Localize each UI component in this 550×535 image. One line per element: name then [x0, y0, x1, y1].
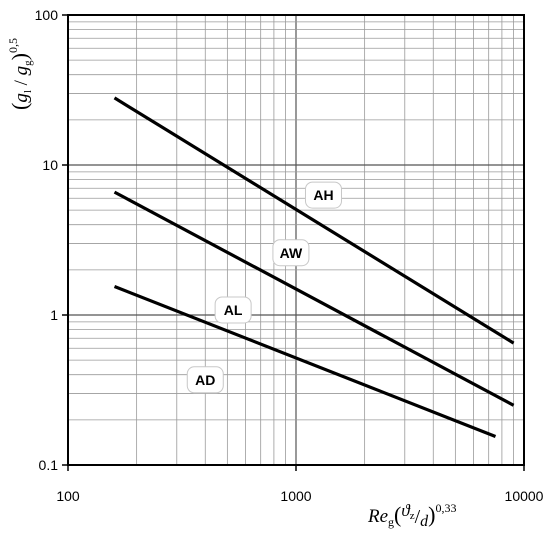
- x-axis-title: Reg(ϑz/d)0,33: [367, 501, 457, 530]
- series-label-text: AW: [280, 245, 303, 261]
- series-line-ah: [113, 96, 515, 345]
- y-tick-label: 0.1: [39, 457, 59, 473]
- series-label-layer: AH AW AL AD: [186, 181, 342, 394]
- series-line-al: [113, 285, 497, 438]
- series-label-text: AL: [224, 302, 243, 318]
- series-label-text: AH: [313, 187, 333, 203]
- y-tick-label: 1: [50, 307, 58, 323]
- series-label-box: [214, 296, 252, 324]
- series-label-box: [186, 366, 224, 394]
- series-line-aw: [113, 190, 515, 407]
- series-label-al: AL: [214, 296, 252, 324]
- y-tick-label: 10: [42, 157, 58, 173]
- series-label-aw: AW: [272, 239, 310, 267]
- series-label-ad: AD: [186, 366, 224, 394]
- x-tick-label: 10000: [505, 488, 544, 504]
- series-label-box: [304, 181, 342, 209]
- y-axis-title: (gl / gg)0,5: [6, 38, 34, 110]
- grid: [68, 15, 524, 465]
- x-tick-label: 1000: [280, 488, 311, 504]
- y-tick-label: 100: [35, 7, 59, 23]
- series-layer: [113, 96, 515, 438]
- series-label-text: AD: [195, 372, 215, 388]
- series-label-box: [272, 239, 310, 267]
- x-tick-label: 100: [56, 488, 80, 504]
- series-label-ah: AH: [304, 181, 342, 209]
- tick-labels: 100 1000 10000 0.1 1 10 100: [35, 7, 544, 504]
